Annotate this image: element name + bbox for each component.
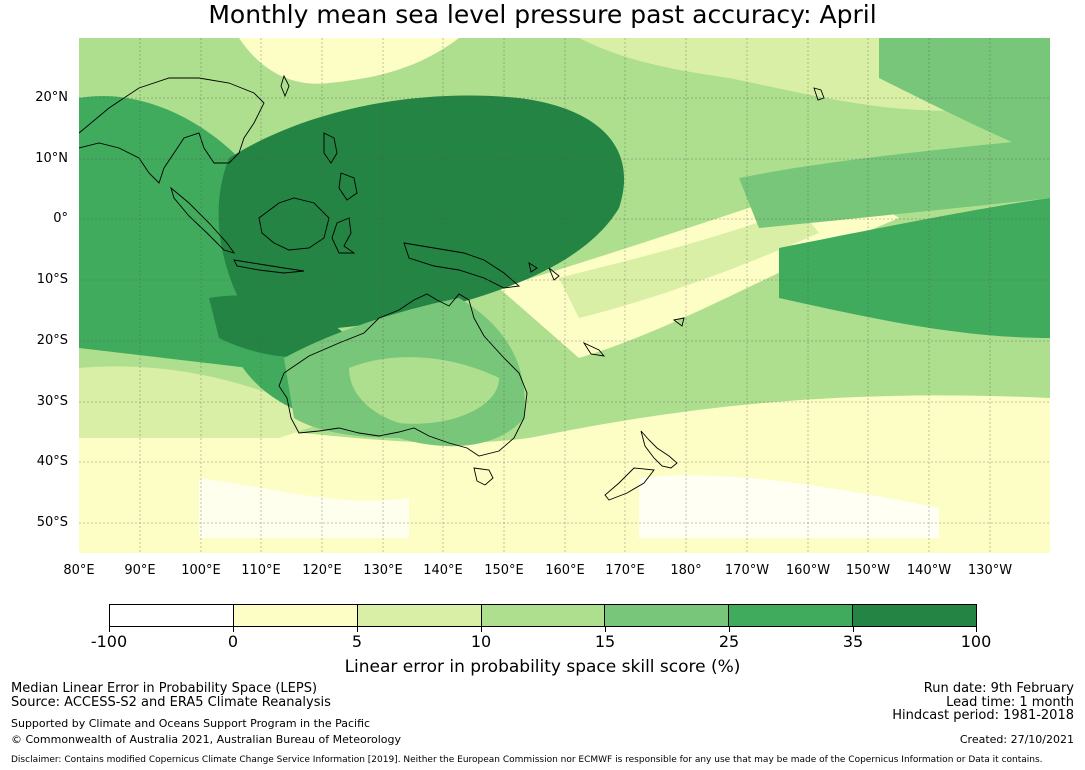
colorbar-tick-mark xyxy=(357,627,358,632)
colorbar-label: Linear error in probability space skill … xyxy=(344,657,741,677)
lat-label: 20°N xyxy=(35,90,68,105)
lon-label: 110°E xyxy=(241,563,281,578)
lon-label: 90°E xyxy=(124,563,156,578)
map-title: Monthly mean sea level pressure past acc… xyxy=(208,0,877,29)
lon-label: 100°E xyxy=(181,563,221,578)
lat-label: 40°S xyxy=(36,454,68,469)
lon-label: 170°W xyxy=(724,563,770,578)
lat-label: 20°S xyxy=(36,333,68,348)
lon-label: 160°W xyxy=(785,563,831,578)
colorbar-segment xyxy=(233,605,358,626)
colorbar-tick-label: 15 xyxy=(594,632,616,651)
colorbar-tick-mark xyxy=(109,627,110,632)
colorbar-tick-mark xyxy=(233,627,234,632)
colorbar-segment xyxy=(605,605,730,626)
lon-label: 180° xyxy=(670,563,702,578)
lat-label: 10°N xyxy=(35,151,68,166)
footer-disclaimer: Disclaimer: Contains modified Copernicus… xyxy=(11,755,1043,765)
lon-label: 130°W xyxy=(967,563,1013,578)
colorbar-segment xyxy=(729,605,854,626)
colorbar-tick-mark xyxy=(605,627,606,632)
lat-label: 0° xyxy=(53,211,68,226)
lat-label: 10°S xyxy=(36,272,68,287)
lon-label: 160°E xyxy=(545,563,585,578)
colorbar-tick-mark xyxy=(976,627,977,632)
colorbar-tick-mark xyxy=(481,627,482,632)
colorbar-tick-label: 10 xyxy=(470,632,492,651)
lat-label: 30°S xyxy=(36,394,68,409)
colorbar-tick-label: 0 xyxy=(227,632,239,651)
hindcast-period: Hindcast period: 1981-2018 xyxy=(892,708,1074,723)
colorbar-tick-label: 100 xyxy=(960,632,992,651)
lon-label: 170°E xyxy=(605,563,645,578)
run-date: Run date: 9th February xyxy=(923,681,1074,696)
colorbar-tick-mark xyxy=(853,627,854,632)
colorbar xyxy=(109,604,977,627)
lon-label: 140°W xyxy=(906,563,952,578)
footer-method: Median Linear Error in Probability Space… xyxy=(11,681,318,696)
footer-copyright: © Commonwealth of Australia 2021, Austra… xyxy=(11,733,401,746)
footer-support: Supported by Climate and Oceans Support … xyxy=(11,717,371,730)
colorbar-tick-label: -100 xyxy=(90,632,128,651)
lon-label: 130°E xyxy=(363,563,403,578)
colorbar-segment xyxy=(481,605,606,626)
lon-label: 120°E xyxy=(302,563,342,578)
skill-score-map xyxy=(79,38,1050,553)
colorbar-tick-mark xyxy=(729,627,730,632)
colorbar-segment xyxy=(110,605,234,626)
footer-source: Source: ACCESS-S2 and ERA5 Climate Reana… xyxy=(11,695,331,710)
colorbar-segment xyxy=(853,605,977,626)
lon-label: 140°E xyxy=(423,563,463,578)
lon-label: 150°E xyxy=(484,563,524,578)
colorbar-tick-label: 35 xyxy=(842,632,864,651)
lead-time: Lead time: 1 month xyxy=(946,695,1074,710)
colorbar-tick-label: 5 xyxy=(351,632,363,651)
lon-label: 150°W xyxy=(845,563,891,578)
created-date: Created: 27/10/2021 xyxy=(959,733,1074,746)
lat-label: 50°S xyxy=(36,515,68,530)
colorbar-tick-label: 25 xyxy=(718,632,740,651)
lon-label: 80°E xyxy=(63,563,95,578)
colorbar-segment xyxy=(357,605,482,626)
